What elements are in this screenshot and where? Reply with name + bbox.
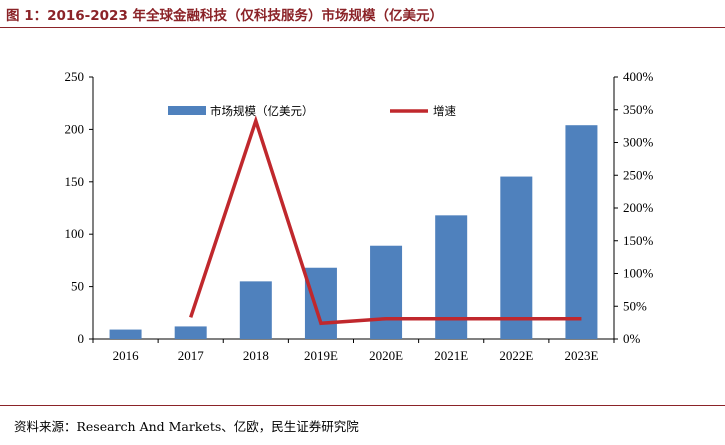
bar [304, 267, 337, 339]
right-tick-label: 200% [623, 200, 654, 215]
right-tick-label: 250% [623, 167, 654, 182]
x-tick-label: 2021E [434, 348, 468, 363]
x-tick-label: 2018 [243, 348, 269, 363]
right-tick-label: 50% [623, 298, 647, 313]
left-tick-label: 250 [65, 69, 85, 84]
left-tick-label: 50 [71, 279, 84, 294]
right-tick-label: 100% [623, 266, 654, 281]
legend-bar-swatch [168, 106, 206, 115]
left-tick-label: 150 [65, 174, 85, 189]
source-rule [0, 405, 725, 406]
legend-bar-label: 市场规模（亿美元） [210, 104, 314, 118]
x-tick-label: 2020E [369, 348, 403, 363]
x-tick-label: 2016 [113, 348, 140, 363]
bar [370, 245, 403, 339]
right-tick-label: 300% [623, 135, 654, 150]
left-tick-label: 200 [65, 121, 85, 136]
right-tick-label: 0% [623, 331, 641, 346]
bar [435, 215, 468, 339]
right-tick-label: 350% [623, 102, 654, 117]
bar [174, 326, 207, 339]
x-tick-label: 2023E [564, 348, 598, 363]
left-tick-label: 0 [78, 331, 85, 346]
right-tick-label: 400% [623, 69, 654, 84]
bar [109, 329, 142, 339]
legend-line-label: 增速 [433, 104, 456, 118]
x-tick-label: 2017 [178, 348, 205, 363]
x-tick-label: 2022E [499, 348, 533, 363]
figure-title: 图 1：2016-2023 年全球金融科技（仅科技服务）市场规模（亿美元） [6, 8, 444, 24]
bar [239, 281, 272, 339]
bar [565, 125, 598, 339]
title-rule [0, 27, 725, 28]
right-tick-label: 150% [623, 233, 654, 248]
left-tick-label: 100 [65, 226, 85, 241]
bar [500, 176, 533, 339]
x-tick-label: 2019E [304, 348, 338, 363]
source-note: 资料来源：Research And Markets、亿欧，民生证券研究院 [14, 419, 359, 434]
